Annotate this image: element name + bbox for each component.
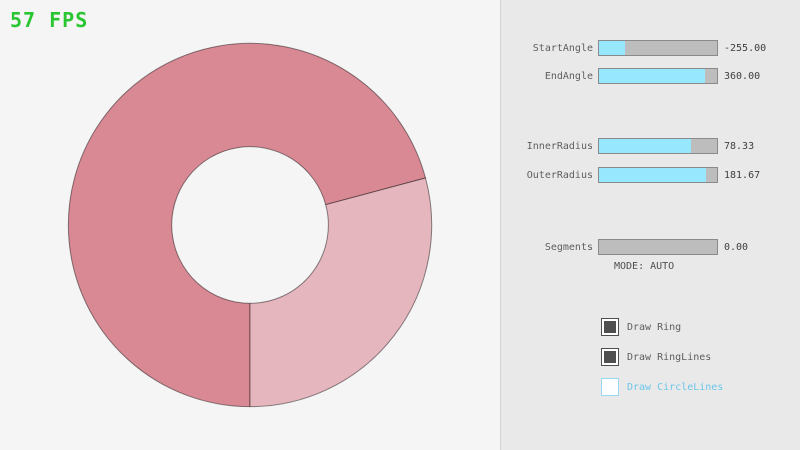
control-panel: StartAngle -255.00 EndAngle 360.00 Inner… <box>500 0 800 450</box>
ring-sector-overlap <box>67 42 427 408</box>
segments-value: 0.00 <box>724 241 749 253</box>
end-angle-label: EndAngle <box>544 70 593 82</box>
fps-counter: 57 FPS <box>10 8 89 32</box>
slider-row-segments: Segments 0.00 <box>501 239 800 255</box>
end-angle-value: 360.00 <box>724 70 761 82</box>
outer-radius-slider-fill <box>599 168 707 182</box>
slider-row-start-angle: StartAngle -255.00 <box>501 40 800 56</box>
end-angle-slider[interactable] <box>598 68 718 84</box>
inner-radius-value: 78.33 <box>724 140 755 152</box>
end-angle-slider-fill <box>599 69 706 83</box>
draw-ringlines-label: Draw RingLines <box>627 351 712 363</box>
checkbox-row-draw-ring: Draw Ring <box>601 318 681 336</box>
draw-circlelines-checkbox[interactable] <box>601 378 619 396</box>
canvas: 57 FPS <box>10 8 433 408</box>
start-angle-slider[interactable] <box>598 40 718 56</box>
draw-ring-checkbox[interactable] <box>601 318 619 336</box>
slider-row-outer-radius: OuterRadius 181.67 <box>501 167 800 183</box>
start-angle-value: -255.00 <box>724 42 767 54</box>
inner-radius-slider-fill <box>599 139 692 153</box>
start-angle-slider-fill <box>599 41 625 55</box>
draw-ringlines-checkbox[interactable] <box>601 348 619 366</box>
outer-radius-label: OuterRadius <box>526 169 593 181</box>
draw-circlelines-label: Draw CircleLines <box>627 381 724 393</box>
segments-slider[interactable] <box>598 239 718 255</box>
ring-drawing <box>67 42 433 408</box>
outer-radius-value: 181.67 <box>724 169 761 181</box>
draw-ringlines-checkbox-check <box>604 351 616 363</box>
segments-mode-text: MODE: AUTO <box>614 261 675 272</box>
checkbox-row-draw-circlelines: Draw CircleLines <box>601 378 723 396</box>
draw-ring-checkbox-check <box>604 321 616 333</box>
ring-sector-single <box>249 177 433 408</box>
inner-radius-slider[interactable] <box>598 138 718 154</box>
segments-label: Segments <box>544 241 593 253</box>
checkbox-row-draw-ringlines: Draw RingLines <box>601 348 711 366</box>
draw-ring-label: Draw Ring <box>627 321 682 333</box>
outer-radius-slider[interactable] <box>598 167 718 183</box>
inner-radius-label: InnerRadius <box>526 140 593 152</box>
slider-row-end-angle: EndAngle 360.00 <box>501 68 800 84</box>
start-angle-label: StartAngle <box>532 42 593 54</box>
slider-row-inner-radius: InnerRadius 78.33 <box>501 138 800 154</box>
